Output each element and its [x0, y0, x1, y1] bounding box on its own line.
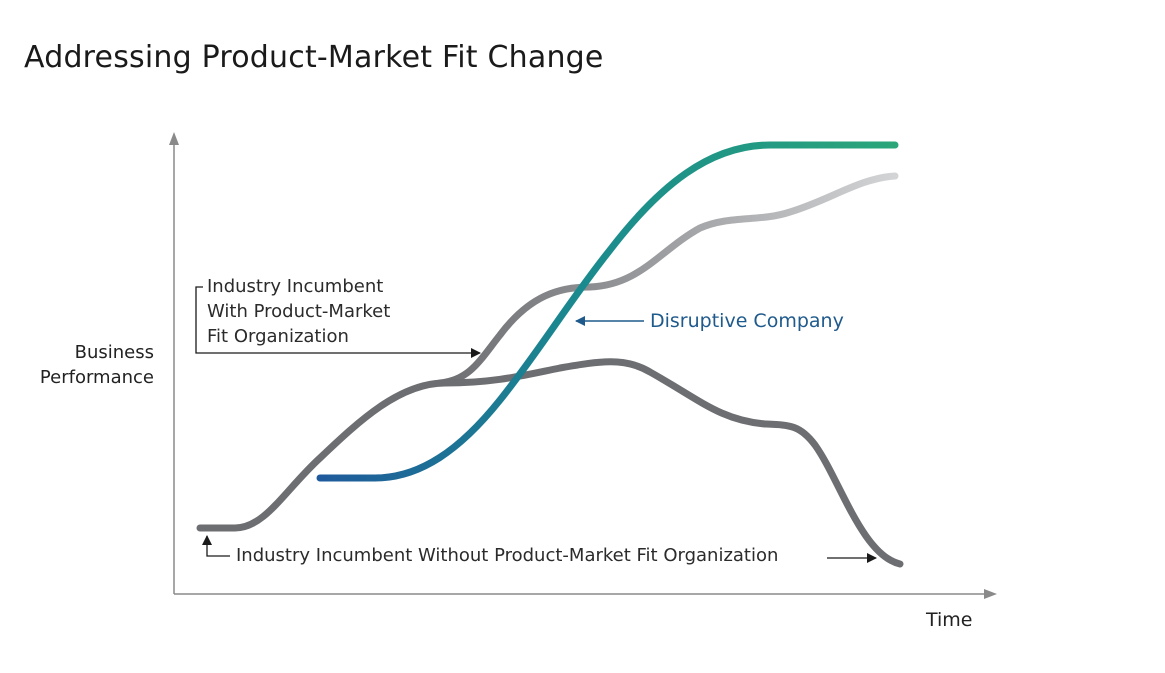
annotation-with-fit-line-3: Fit Organization [207, 326, 349, 347]
x-axis-label: Time [926, 609, 973, 631]
chart-title: Addressing Product-Market Fit Change [24, 40, 604, 75]
annotation-with-fit-line-2: With Product-Market [207, 301, 391, 322]
with-fit-bracket [195, 286, 481, 358]
without-fit-left-connector [202, 535, 230, 557]
annotation-disruptive-company: Disruptive Company [650, 310, 844, 332]
disruptive-company-curve [316, 141, 899, 482]
y-axis-label-line-1: Business [74, 342, 154, 363]
annotation-connectors [195, 286, 877, 563]
annotation-incumbent-without-fit: Industry Incumbent Without Product-Marke… [236, 545, 779, 566]
annotation-incumbent-with-fit: Industry Incumbent With Product-Market F… [207, 274, 390, 349]
y-axis-arrow [169, 132, 179, 145]
y-axis-label: Business Performance [20, 340, 154, 390]
y-axis-label-line-2: Performance [39, 367, 154, 388]
incumbent-with-fit-curve [436, 172, 899, 387]
x-axis-arrow [984, 589, 997, 599]
annotation-with-fit-line-1: Industry Incumbent [207, 276, 384, 297]
incumbent-without-fit-curve [196, 358, 904, 568]
axes [169, 132, 997, 599]
